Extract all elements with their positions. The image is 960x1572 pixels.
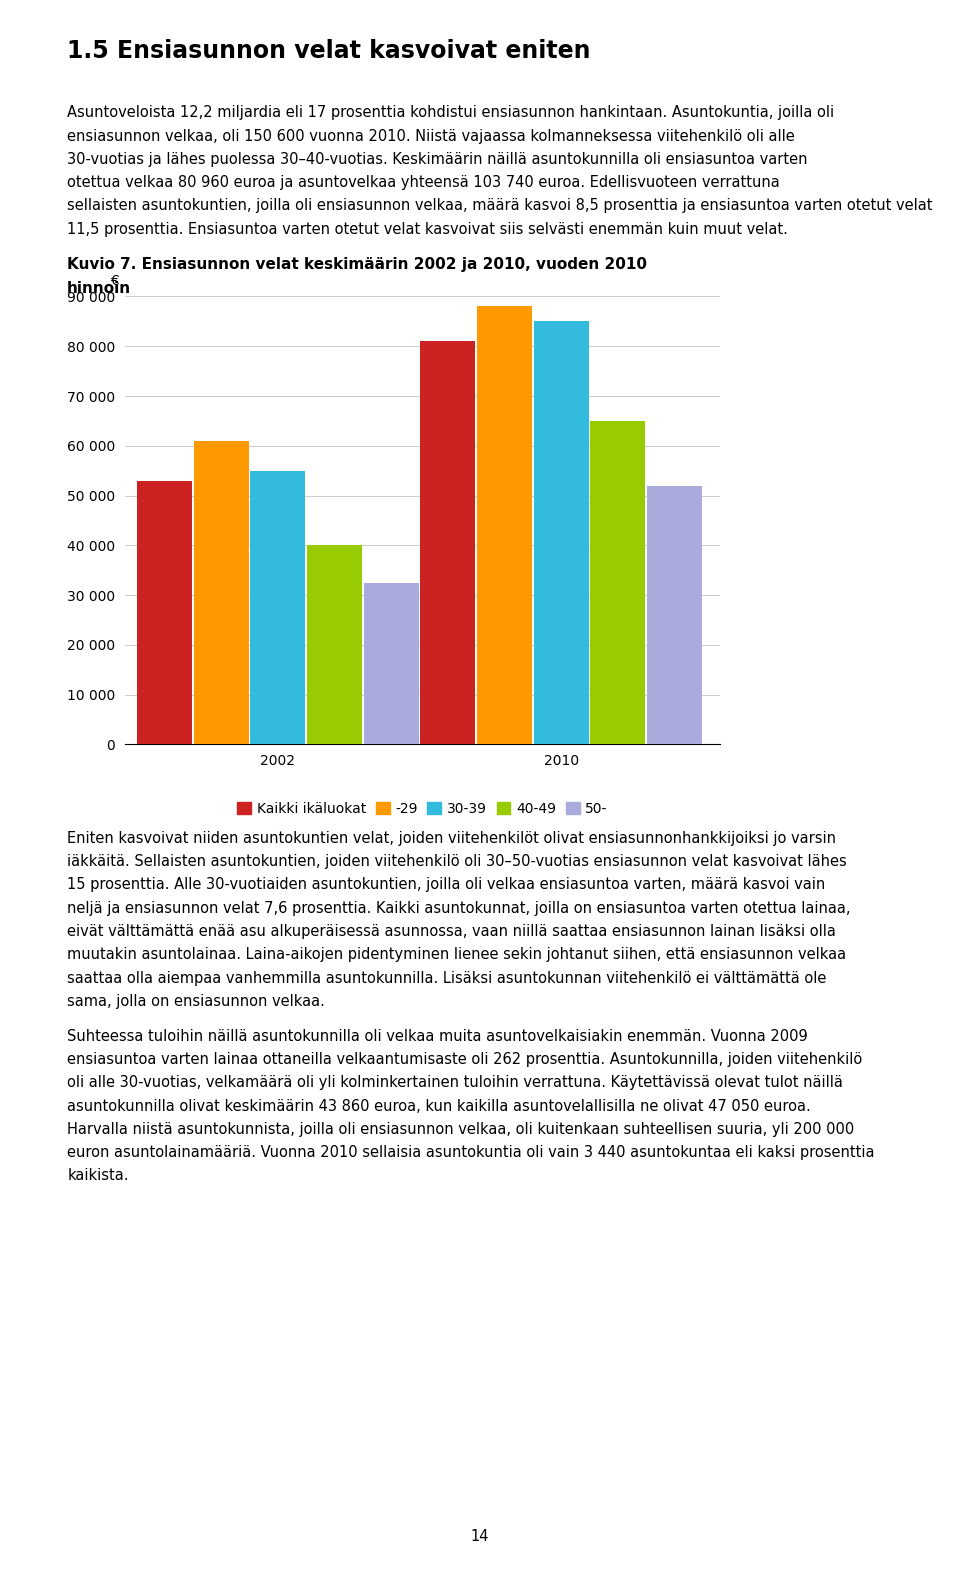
Text: sama, jolla on ensiasunnon velkaa.: sama, jolla on ensiasunnon velkaa.: [67, 994, 325, 1009]
Text: 14: 14: [470, 1528, 490, 1544]
Text: Suhteessa tuloihin näillä asuntokunnilla oli velkaa muita asuntovelkaisiakin ene: Suhteessa tuloihin näillä asuntokunnilla…: [67, 1028, 808, 1044]
Text: 1.5 Ensiasunnon velat kasvoivat eniten: 1.5 Ensiasunnon velat kasvoivat eniten: [67, 39, 590, 63]
Text: kaikista.: kaikista.: [67, 1168, 129, 1184]
Text: sellaisten asuntokuntien, joilla oli ensiasunnon velkaa, määrä kasvoi 8,5 prosen: sellaisten asuntokuntien, joilla oli ens…: [67, 198, 933, 214]
Text: hinnoin: hinnoin: [67, 281, 132, 296]
Bar: [364, 583, 419, 745]
Text: muutakin asuntolainaa. Laina-aikojen pidentyminen lienee sekin johtanut siihen, : muutakin asuntolainaa. Laina-aikojen pid…: [67, 948, 847, 962]
Text: asuntokunnilla olivat keskimäärin 43 860 euroa, kun kaikilla asuntovelallisilla : asuntokunnilla olivat keskimäärin 43 860…: [67, 1099, 811, 1113]
Text: Asuntoveloista 12,2 miljardia eli 17 prosenttia kohdistui ensiasunnon hankintaan: Asuntoveloista 12,2 miljardia eli 17 pro…: [67, 105, 834, 121]
Text: eivät välttämättä enää asu alkuperäisessä asunnossa, vaan niillä saattaa ensiasu: eivät välttämättä enää asu alkuperäisess…: [67, 924, 836, 938]
Bar: [307, 545, 362, 745]
Text: €: €: [110, 274, 119, 288]
Bar: [590, 421, 645, 745]
Text: Eniten kasvoivat niiden asuntokuntien velat, joiden viitehenkilöt olivat ensiasu: Eniten kasvoivat niiden asuntokuntien ve…: [67, 832, 836, 846]
Bar: [194, 440, 249, 745]
Legend: Kaikki ikäluokat, -29, 30-39, 40-49, 50-: Kaikki ikäluokat, -29, 30-39, 40-49, 50-: [231, 797, 613, 821]
Text: Harvalla niistä asuntokunnista, joilla oli ensiasunnon velkaa, oli kuitenkaan su: Harvalla niistä asuntokunnista, joilla o…: [67, 1122, 854, 1137]
Text: neljä ja ensiasunnon velat 7,6 prosenttia. Kaikki asuntokunnat, joilla on ensias: neljä ja ensiasunnon velat 7,6 prosentti…: [67, 901, 851, 916]
Text: otettua velkaa 80 960 euroa ja asuntovelkaa yhteensä 103 740 euroa. Edellisvuote: otettua velkaa 80 960 euroa ja asuntovel…: [67, 174, 780, 190]
Bar: [420, 341, 475, 745]
Text: oli alle 30-vuotias, velkamäärä oli yli kolminkertainen tuloihin verrattuna. Käy: oli alle 30-vuotias, velkamäärä oli yli …: [67, 1075, 843, 1091]
Text: Kuvio 7. Ensiasunnon velat keskimäärin 2002 ja 2010, vuoden 2010: Kuvio 7. Ensiasunnon velat keskimäärin 2…: [67, 258, 647, 272]
Bar: [647, 486, 702, 745]
Text: iäkkäitä. Sellaisten asuntokuntien, joiden viitehenkilö oli 30–50-vuotias ensias: iäkkäitä. Sellaisten asuntokuntien, joid…: [67, 854, 847, 869]
Text: ensiasunnon velkaa, oli 150 600 vuonna 2010. Niistä vajaassa kolmanneksessa viit: ensiasunnon velkaa, oli 150 600 vuonna 2…: [67, 129, 795, 143]
Text: ensiasuntoa varten lainaa ottaneilla velkaantumisaste oli 262 prosenttia. Asunto: ensiasuntoa varten lainaa ottaneilla vel…: [67, 1052, 862, 1067]
Text: saattaa olla aiempaa vanhemmilla asuntokunnilla. Lisäksi asuntokunnan viitehenki: saattaa olla aiempaa vanhemmilla asuntok…: [67, 970, 827, 986]
Bar: [137, 481, 192, 745]
Bar: [534, 321, 588, 745]
Text: 30-vuotias ja lähes puolessa 30–40-vuotias. Keskimäärin näillä asuntokunnilla ol: 30-vuotias ja lähes puolessa 30–40-vuoti…: [67, 152, 807, 167]
Text: euron asuntolainamääriä. Vuonna 2010 sellaisia asuntokuntia oli vain 3 440 asunt: euron asuntolainamääriä. Vuonna 2010 sel…: [67, 1144, 875, 1160]
Bar: [251, 470, 305, 745]
Text: 11,5 prosenttia. Ensiasuntoa varten otetut velat kasvoivat siis selvästi enemmän: 11,5 prosenttia. Ensiasuntoa varten otet…: [67, 222, 788, 237]
Text: 15 prosenttia. Alle 30-vuotiaiden asuntokuntien, joilla oli velkaa ensiasuntoa v: 15 prosenttia. Alle 30-vuotiaiden asunto…: [67, 877, 826, 893]
Bar: [477, 307, 532, 745]
